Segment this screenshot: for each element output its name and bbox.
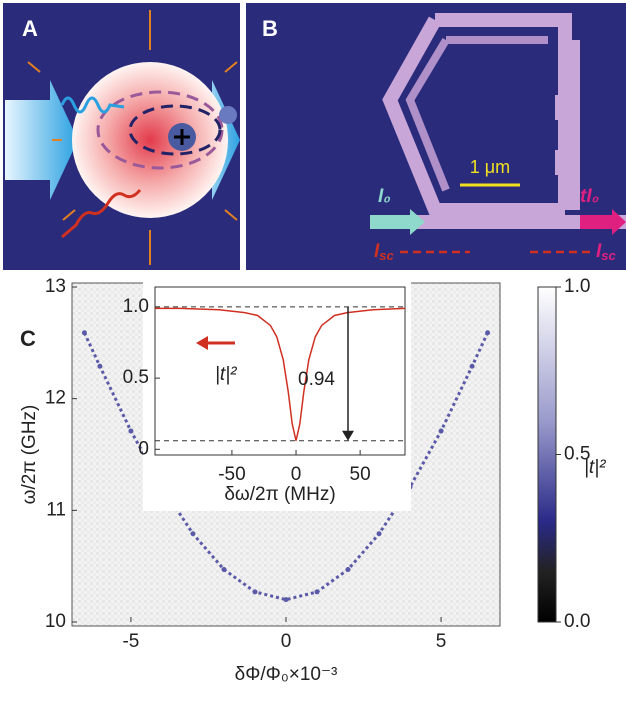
x-tick-label: 50 [350,464,371,485]
panel-a: A [3,3,240,270]
loop [405,36,548,192]
y-tick-label: 0.5 [123,367,149,388]
x-tick-label: -5 [122,631,139,652]
y-tick-label: 0 [138,438,149,459]
photon [60,96,125,114]
legend-label: |t|² [215,364,237,385]
arrow [5,80,78,200]
junctions [555,40,580,210]
transmission-line [155,307,406,441]
arrow [580,209,626,235]
dip-point [283,597,289,603]
dip-point [469,363,475,369]
loop [382,13,572,217]
sub: sc [601,248,616,263]
inset-frame [154,286,406,456]
arrow [370,209,425,235]
output-label: tI₀ [580,186,599,207]
dip-point [81,330,87,336]
colorbar-tick-label: 0.0 [564,611,590,632]
y-tick-label: 11 [46,499,66,520]
x-axis-label: δΦ/Φ₀×10⁻³ [235,664,338,685]
rays [27,10,238,265]
x-axis-label: δω/2π (MHz) [224,484,335,505]
x-tick-label: 5 [436,631,447,652]
x-tick-label: -50 [218,464,245,485]
colorbar-label: |t|² [584,457,606,478]
scattered-label: Isc [374,241,395,263]
symbol: I [374,241,380,262]
orbit [96,90,224,170]
x-tick-label: 0 [281,631,292,652]
symbol: I [596,241,602,262]
dip-point [485,330,491,336]
sub: sc [379,248,394,263]
y-tick-label: 12 [45,388,66,409]
scale-label: 1 μm [470,157,510,177]
scattered-label: Isc [596,241,617,263]
dip-point [314,589,320,595]
dip-point [252,589,258,595]
dip-point [97,363,103,369]
colorbar-tick-label: 1.0 [564,276,590,297]
x-tick-label: 0 [291,464,302,485]
dip-point [376,531,382,537]
arrow-head [342,430,354,441]
plus [174,129,190,145]
inset-bg [143,281,411,511]
photon [61,189,142,239]
dip-point [345,567,351,573]
panel-label: A [22,16,38,41]
dip-point [438,428,444,434]
y-tick-label: 13 [45,276,66,297]
colorbar-tick-label: 0.5 [564,444,590,465]
y-tick-label: 1.0 [123,296,149,317]
panel-label: B [262,16,278,41]
dip-point [221,567,227,573]
colorbar [537,286,557,623]
dip-point [128,428,134,434]
input-label: I₀ [378,186,391,207]
panel-b: 1 μm I₀ tI₀ Isc Isc B [246,3,626,270]
electron [219,106,237,124]
dip-point [190,531,196,537]
atom [72,62,228,218]
y-axis-label: ω/2π (GHz) [19,405,40,505]
y-tick-label: 10 [45,611,66,632]
transmission-line [370,215,626,229]
orbit [128,104,222,156]
legend-arrow-head [196,336,208,350]
annotation: 0.94 [298,369,335,390]
panel-label: C [20,326,36,351]
